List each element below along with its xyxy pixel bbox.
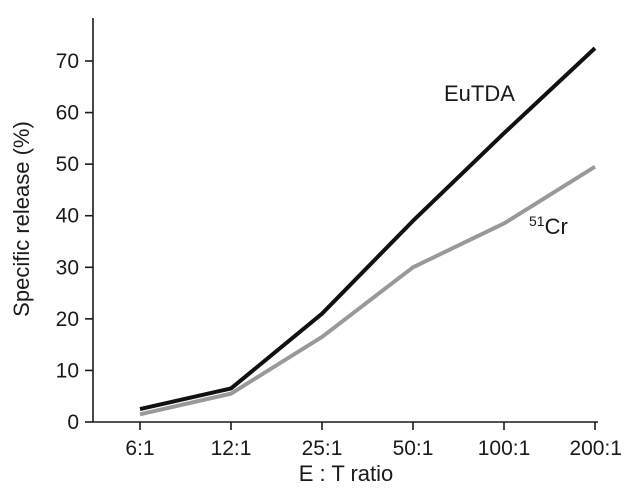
y-axis-title: Specific release (%): [9, 121, 34, 317]
series-label-51cr: 51Cr: [529, 213, 568, 239]
series-line-eutda: [139, 46, 597, 412]
series-label-51cr-main: Cr: [545, 214, 568, 239]
series-label-eutda: EuTDA: [444, 81, 515, 106]
y-tick-label: 70: [56, 50, 79, 73]
series-lines: [139, 46, 597, 417]
series-line-51cr: [139, 165, 597, 417]
series-label-51cr-superscript: 51: [529, 213, 545, 229]
x-tick-label: 12:1: [211, 437, 252, 460]
x-tick-label: 100:1: [478, 437, 531, 460]
y-tick-label: 20: [56, 308, 79, 331]
y-ticks: 0 10 20 30 40 50 60 70: [56, 50, 93, 434]
x-axis-title: E : T ratio: [299, 461, 394, 486]
y-tick-label: 30: [56, 256, 79, 279]
x-tick-label: 50:1: [393, 437, 434, 460]
x-tick-label: 6:1: [125, 437, 154, 460]
y-tick-label: 10: [56, 359, 79, 382]
y-tick-label: 40: [56, 205, 79, 228]
plot-area: 0 10 20 30 40 50 60 70 6:1 12:1 25:1 50:1 100:1 200:…: [56, 18, 622, 460]
x-tick-label: 200:1: [569, 437, 622, 460]
y-tick-label: 50: [56, 153, 79, 176]
x-ticks: 6:1 12:1 25:1 50:1 100:1 200:1: [125, 422, 622, 460]
x-tick-label: 25:1: [302, 437, 343, 460]
y-tick-label: 0: [67, 411, 79, 434]
y-tick-label: 60: [56, 102, 79, 125]
